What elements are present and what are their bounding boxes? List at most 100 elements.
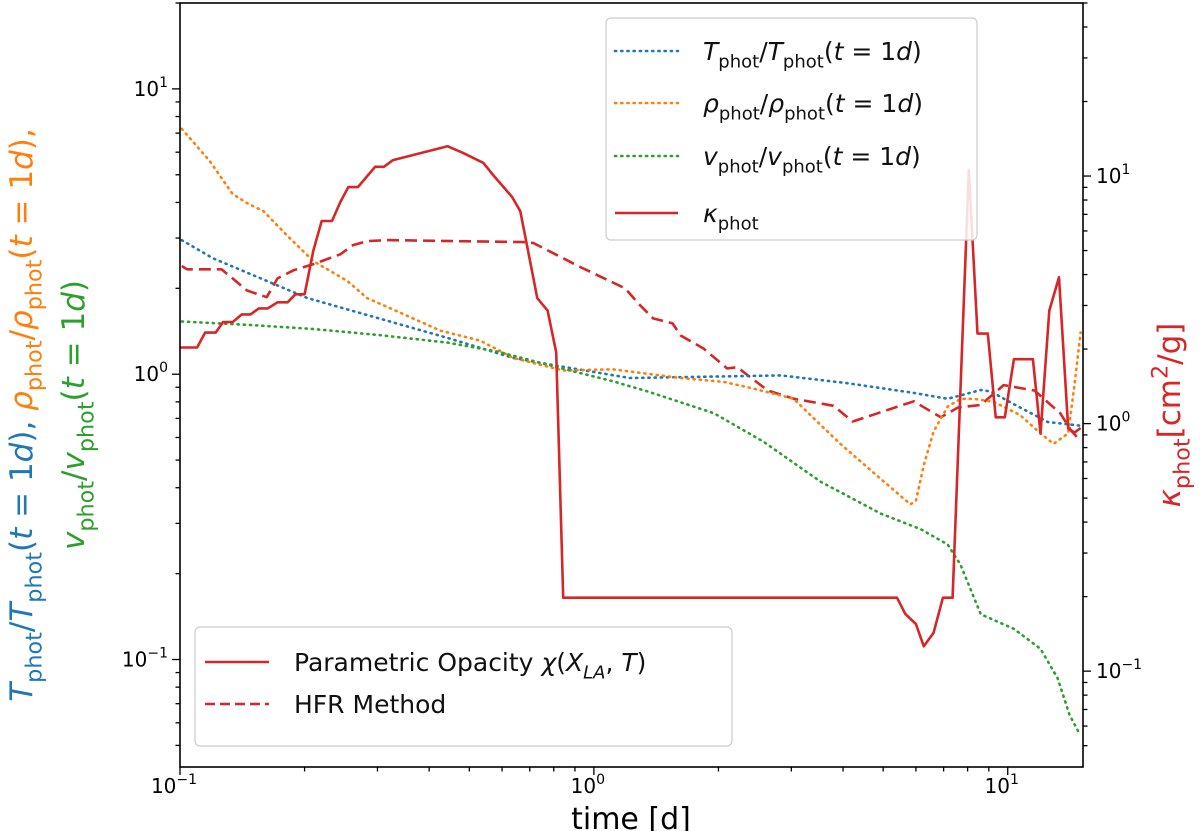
y-axis-title-text: vphot/vphot(t = 1d): [56, 280, 99, 550]
plot-frame: [179, 2, 1084, 768]
label-segment: phot: [718, 52, 759, 73]
x-tick-label: 101: [985, 772, 1019, 798]
label-segment: ): [56, 280, 92, 292]
label-segment: phot: [73, 481, 99, 532]
legend-top-right: Tphot/Tphot(t = 1d)ρphot/ρphot(t = 1d)vp…: [605, 17, 978, 241]
series-line-T: [180, 238, 1082, 427]
label-segment: v: [703, 142, 719, 171]
label-segment: t: [56, 375, 92, 389]
label-segment: phot: [782, 157, 823, 178]
legend-label-T: Tphot/Tphot(t = 1d): [703, 37, 922, 73]
label-segment: t: [4, 233, 40, 247]
legend-bottom-left: Parametric Opacity χ(XLA, T) HFR Method: [194, 626, 733, 747]
label-segment: phot: [718, 214, 759, 235]
label-segment: t: [834, 37, 845, 66]
label-segment: phot: [21, 340, 47, 391]
y-axis-title-left: Tphot/Tphot(t = 1d), ρphot/ρphot(t = 1d)…: [4, 128, 99, 702]
label-segment: ,: [605, 648, 621, 677]
legend-label-rho: ρphot/ρphot(t = 1d): [703, 89, 923, 125]
tick-base: 10: [1096, 659, 1121, 683]
legend-label-kappa_hfr: HFR Method: [294, 690, 446, 719]
label-segment: d: [56, 292, 92, 312]
tick-base: 10: [985, 774, 1010, 798]
label-segment: X: [564, 648, 584, 677]
label-segment: ρ: [4, 391, 40, 411]
tick-exponent: −1: [176, 772, 197, 788]
series-line-rho: [180, 127, 1082, 506]
label-segment: phot: [21, 552, 47, 603]
label-segment: 2: [1148, 365, 1174, 379]
y-left-tick-label: 101: [134, 75, 168, 101]
legend-label-kappa_param: κphot: [703, 199, 759, 235]
label-segment: ρ: [768, 89, 784, 118]
y-right-tick-label: 10−1: [1096, 657, 1142, 683]
y-axis-title-text: Tphot/Tphot(t = 1d), ρphot/ρphot(t = 1d)…: [4, 128, 47, 702]
label-segment: = 1: [4, 170, 40, 235]
series-line-kappa_hfr: [181, 238, 1082, 442]
label-segment: phot: [718, 157, 759, 178]
tick-base: 10: [134, 77, 159, 101]
label-segment: Parametric Opacity: [294, 648, 541, 677]
legend-box: [194, 626, 733, 747]
label-segment: phot: [73, 401, 99, 452]
label-segment: /: [759, 142, 768, 171]
label-segment: v: [56, 452, 92, 471]
label-segment: ρ: [4, 310, 40, 330]
label-segment: = 1: [56, 312, 92, 377]
y-axis-title-right-rot: κphot[cm2/g]: [1148, 323, 1196, 508]
label-segment: /: [56, 470, 92, 481]
label-segment: = 1: [845, 89, 898, 118]
y-right-tick-label: 100: [1096, 410, 1130, 436]
x-tick-label: 10−1: [151, 772, 197, 798]
label-segment: phot: [784, 104, 825, 125]
label-segment: (: [556, 648, 566, 677]
label-segment: ): [913, 89, 923, 118]
label-segment: v: [56, 531, 92, 550]
label-segment: (: [823, 142, 833, 171]
y-left-tick-label: 10−1: [122, 646, 168, 672]
tick-exponent: 1: [159, 75, 168, 91]
tick-base: 10: [151, 774, 176, 798]
label-segment: d: [4, 442, 40, 462]
label-segment: ),: [4, 411, 40, 443]
y-axis-title-right-text: κphot[cm2/g]: [1148, 323, 1196, 508]
label-segment: d: [896, 37, 912, 66]
label-segment: (: [825, 89, 835, 118]
label-segment: /: [759, 37, 768, 66]
x-tick-label: 100: [571, 772, 605, 798]
label-segment: = 1: [843, 37, 896, 66]
label-segment: T: [4, 681, 40, 702]
label-segment: t: [835, 89, 846, 118]
label-segment: phot: [1169, 438, 1195, 489]
tick-exponent: 1: [1010, 772, 1019, 788]
label-segment: phot: [21, 259, 47, 310]
label-segment: κ: [1152, 488, 1188, 507]
tick-base: 10: [134, 362, 159, 386]
y-axis-title-right: κphot[cm2/g]: [1148, 323, 1196, 508]
label-segment: phot: [783, 52, 824, 73]
label-segment: ): [911, 142, 921, 171]
label-segment: v: [767, 142, 783, 171]
label-segment: T: [768, 37, 785, 66]
series-line-kappa_param: [180, 144, 1082, 648]
legend-box: [605, 17, 978, 241]
x-axis-title: time [d]: [571, 802, 691, 831]
label-segment: LA: [583, 663, 605, 684]
label-segment: T: [621, 648, 638, 677]
tick-base: 10: [122, 648, 147, 672]
y-left-tick-label: 100: [134, 360, 168, 386]
label-segment: ): [637, 648, 647, 677]
legend-label-v: vphot/vphot(t = 1d): [703, 142, 921, 178]
tick-exponent: 0: [159, 360, 168, 376]
y-right-tick-label: 101: [1096, 162, 1130, 188]
label-segment: /: [4, 621, 40, 632]
label-segment: d: [4, 150, 40, 170]
label-segment: phot: [21, 632, 47, 683]
label-segment: /g]: [1152, 323, 1188, 365]
label-segment: (: [56, 389, 92, 401]
label-segment: [cm: [1152, 379, 1188, 438]
label-segment: (: [4, 540, 40, 552]
tick-base: 10: [571, 774, 596, 798]
label-segment: d: [897, 89, 913, 118]
